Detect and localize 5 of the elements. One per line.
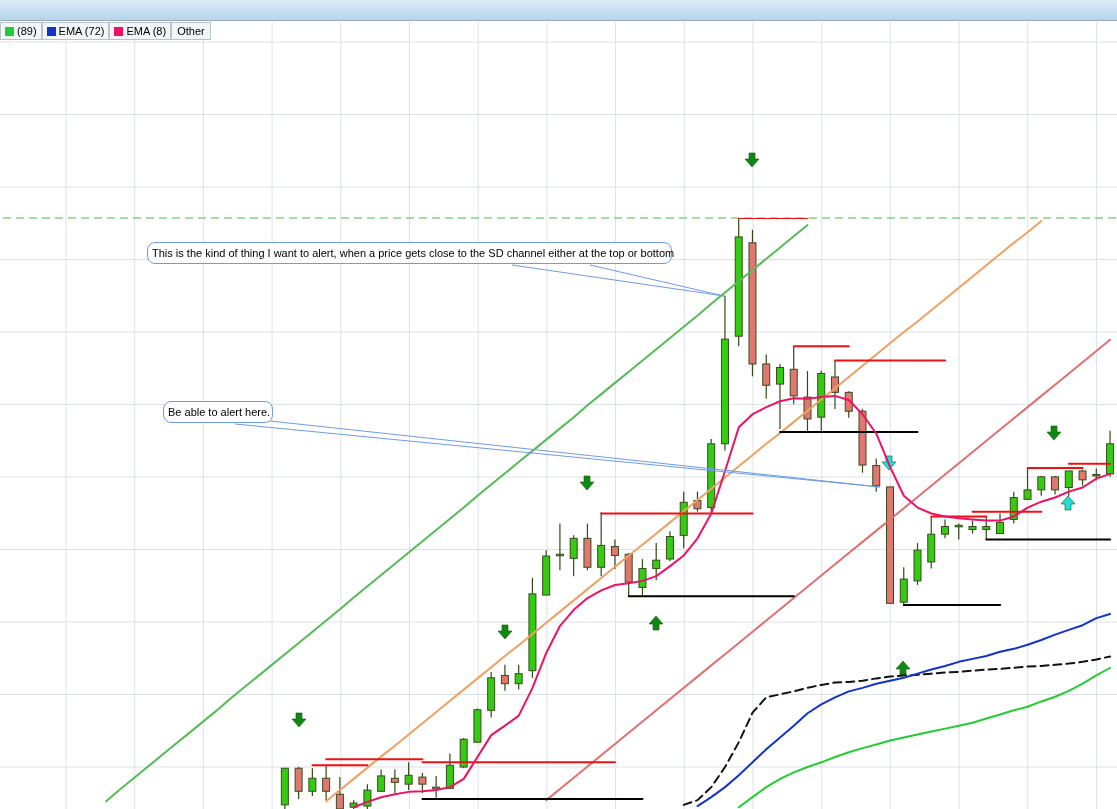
- legend-label: EMA (72): [58, 25, 105, 37]
- legend-label: (89): [17, 25, 37, 37]
- annotation: Be able to alert here.: [163, 401, 273, 423]
- legend-label: EMA (8): [126, 25, 167, 37]
- text: Other: [171, 22, 211, 40]
